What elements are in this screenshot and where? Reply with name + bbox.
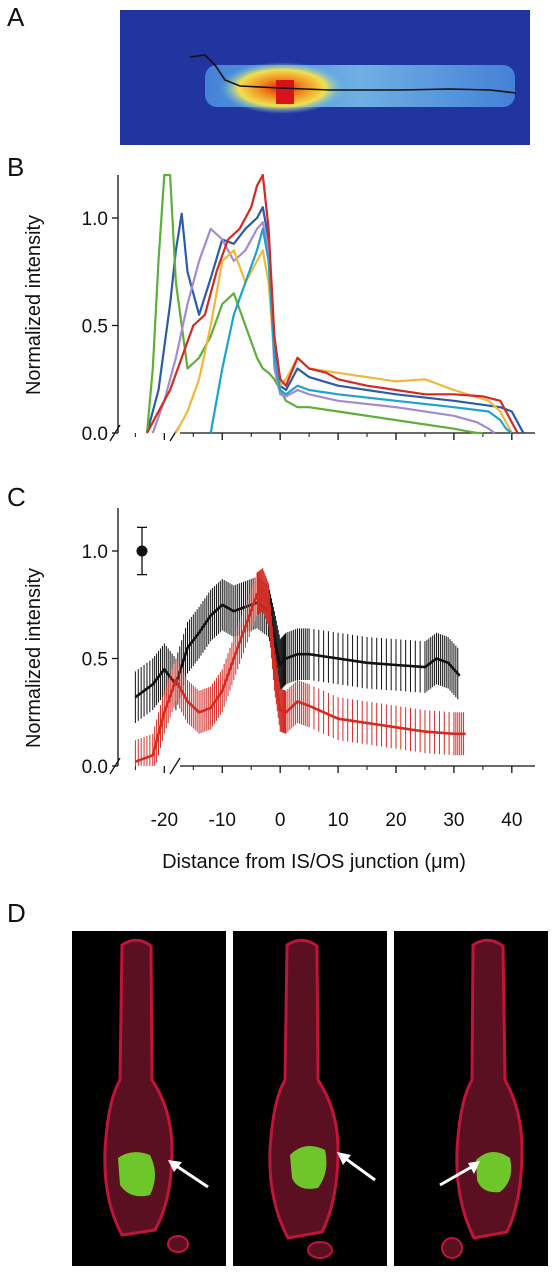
panel-a-heatmap-image <box>120 10 530 145</box>
panel-d-micrograph-1 <box>72 931 226 1266</box>
y-tick-label: 0.5 <box>82 317 108 338</box>
series-line <box>145 206 525 434</box>
x-tick-label: 0 <box>275 810 286 831</box>
series-1 <box>145 173 483 435</box>
x-tick-label: -10 <box>209 810 236 831</box>
axis-break-mark <box>109 424 121 442</box>
panel-c-ylabel: Normalized intensity <box>23 568 45 748</box>
panel-c-xlabel: Distance from IS/OS junction (μm) <box>162 851 466 873</box>
y-tick-label: 1.0 <box>82 209 108 230</box>
y-tick-label: 1.0 <box>82 542 108 563</box>
series-1 <box>134 568 466 766</box>
x-tick-label: 20 <box>385 810 406 831</box>
y-tick-label: 0.0 <box>82 424 108 445</box>
panel-d-micrograph-3 <box>394 931 548 1266</box>
series-0 <box>145 206 525 434</box>
series-line <box>174 249 513 434</box>
series-line <box>151 221 496 434</box>
series-line <box>209 227 513 434</box>
panel-label-d: D <box>7 898 26 928</box>
series-2 <box>151 221 496 434</box>
panel-label-c: C <box>7 482 26 512</box>
x-tick-label: 30 <box>443 810 464 831</box>
panel-b-ylabel: Normalized intensity <box>23 215 45 395</box>
y-tick-label: 0.0 <box>82 757 108 778</box>
axis-break-mark <box>169 757 181 775</box>
x-tick-label: -20 <box>151 810 178 831</box>
series-line <box>134 588 466 763</box>
series-line <box>146 173 519 434</box>
panel-c-axes: 0.0 0.5 1.0 -20 -10 0 10 20 30 40 <box>82 508 535 831</box>
y-tick-label: 0.5 <box>82 650 108 671</box>
series-line <box>145 173 483 435</box>
panel-d-micrograph-2 <box>233 931 387 1266</box>
panel-c-series <box>134 568 466 766</box>
series-3 <box>174 249 513 434</box>
panel-label-a: A <box>7 2 25 32</box>
panel-b-series <box>145 173 525 435</box>
axis-break-mark <box>109 757 121 775</box>
series-4 <box>209 227 513 434</box>
panel-label-b: B <box>7 152 25 182</box>
series-5 <box>146 173 519 434</box>
reference-point <box>136 545 148 557</box>
x-tick-label: 10 <box>328 810 349 831</box>
x-tick-label: 40 <box>501 810 522 831</box>
